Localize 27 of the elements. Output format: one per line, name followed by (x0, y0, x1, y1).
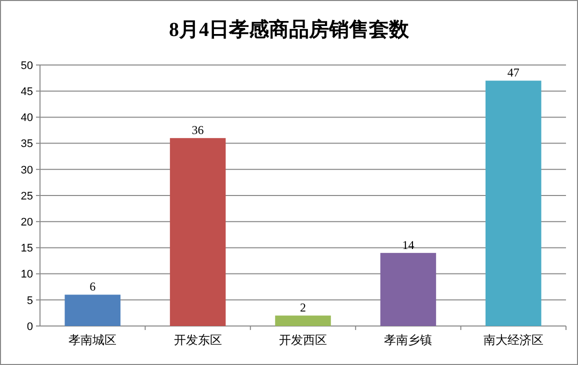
y-tick-label: 5 (26, 294, 33, 307)
data-label: 2 (300, 300, 306, 315)
data-label: 14 (402, 238, 414, 252)
x-tick-label: 孝南城区 (68, 333, 117, 347)
data-label: 6 (90, 280, 96, 294)
x-tick-label: 南大经济区 (483, 333, 544, 347)
x-tick-label: 孝南乡镇 (384, 333, 432, 347)
bar (275, 316, 331, 326)
bar (486, 80, 542, 326)
data-label: 47 (507, 66, 520, 80)
x-tick-label: 开发西区 (279, 333, 327, 347)
x-tick-label: 开发东区 (174, 333, 222, 347)
bar (170, 138, 226, 326)
y-tick-label: 0 (26, 320, 33, 333)
y-tick-label: 25 (20, 190, 33, 202)
y-tick-label: 45 (20, 86, 33, 98)
bar (380, 252, 436, 326)
chart-title: 8月4日孝感商品房销售套数 (169, 18, 410, 41)
y-tick-label: 10 (20, 268, 33, 281)
y-tick-label: 15 (20, 242, 33, 255)
y-tick-label: 50 (20, 60, 33, 72)
y-tick-label: 35 (20, 138, 33, 150)
data-label: 36 (192, 123, 204, 138)
y-tick-label: 40 (20, 112, 33, 124)
bar (64, 294, 120, 326)
y-tick-label: 30 (20, 164, 33, 176)
y-tick-label: 20 (20, 216, 33, 228)
